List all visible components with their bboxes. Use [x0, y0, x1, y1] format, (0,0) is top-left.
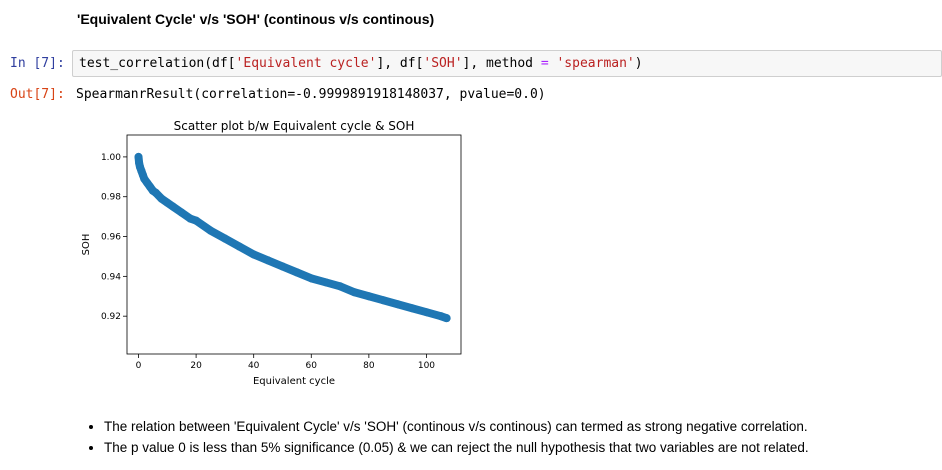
y-tick-label: 1.00 — [101, 153, 121, 163]
output-prompt: Out[7]: — [10, 87, 65, 102]
scatter-point — [292, 268, 301, 277]
x-tick-label: 80 — [363, 361, 375, 371]
markdown-heading: 'Equivalent Cycle' v/s 'SOH' (continous … — [77, 11, 435, 27]
code-string-spearman: 'spearman' — [556, 56, 635, 71]
scatter-point — [134, 152, 143, 161]
scatter-point — [169, 202, 178, 211]
scatter-point — [163, 198, 172, 207]
x-tick-label: 100 — [418, 361, 435, 371]
plot-area-frame — [126, 134, 462, 355]
scatter-point — [192, 216, 201, 225]
y-tick-label: 0.92 — [101, 312, 121, 322]
scatter-point — [422, 308, 431, 317]
scatter-point — [264, 256, 273, 265]
y-axis-label: SOH — [81, 234, 92, 256]
scatter-point — [408, 304, 417, 313]
code-mid-2: ], method — [462, 56, 541, 71]
scatter-chart: Scatter plot b/w Equivalent cycle & SOH 0… — [81, 119, 462, 387]
markdown-bullet-list: The relation between 'Equivalent Cycle' … — [88, 418, 809, 460]
x-tick-label: 60 — [306, 361, 318, 371]
bullet-item-relation: The relation between 'Equivalent Cycle' … — [104, 418, 809, 435]
x-axis-label: Equivalent cycle — [253, 376, 335, 387]
input-prompt: In [7]: — [10, 56, 65, 71]
scatter-point — [206, 226, 215, 235]
y-tick-label: 0.94 — [101, 272, 121, 282]
code-fn: test_correlation(df[ — [79, 56, 236, 71]
code-input-area[interactable]: test_correlation(df['Equivalent cycle'],… — [72, 50, 942, 77]
code-string-equivalent-cycle: 'Equivalent cycle' — [235, 56, 377, 71]
scatter-point — [336, 282, 345, 291]
code-string-soh: 'SOH' — [423, 56, 463, 71]
code-operator-equals: = — [540, 56, 549, 71]
x-tick-label: 0 — [136, 361, 142, 371]
y-tick-label: 0.98 — [101, 193, 121, 203]
output-result-text: SpearmanrResult(correlation=-0.999989191… — [76, 87, 546, 102]
chart-title: Scatter plot b/w Equivalent cycle & SOH — [174, 119, 415, 133]
scatter-point — [220, 234, 229, 243]
scatter-point — [235, 242, 244, 251]
x-tick-label: 40 — [248, 361, 260, 371]
scatter-point — [151, 188, 160, 197]
code-mid-1: ], df[ — [376, 56, 424, 71]
x-tick-label: 20 — [190, 361, 202, 371]
y-tick-label: 0.96 — [101, 233, 121, 243]
scatter-point — [249, 250, 258, 259]
bullet-item-pvalue: The p value 0 is less than 5% significan… — [104, 439, 809, 456]
scatter-point — [157, 194, 166, 203]
scatter-point — [442, 314, 451, 323]
code-end: ) — [634, 56, 643, 71]
scatter-point — [379, 296, 388, 305]
scatter-point — [393, 300, 402, 309]
scatter-point — [364, 292, 373, 301]
scatter-point — [321, 278, 330, 287]
scatter-point — [350, 288, 359, 297]
scatter-point — [278, 262, 287, 271]
scatter-point — [307, 274, 316, 283]
scatter-point — [177, 208, 186, 217]
code-line[interactable]: test_correlation(df['Equivalent cycle'],… — [79, 56, 643, 71]
